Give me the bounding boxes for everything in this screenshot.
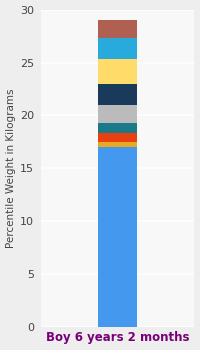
Bar [98,142,137,147]
Bar [98,133,137,142]
Bar [98,38,137,60]
Bar [98,84,137,105]
Bar [98,147,137,327]
Bar [98,60,137,84]
Bar [98,123,137,133]
Bar [98,105,137,123]
Bar [98,20,137,38]
Y-axis label: Percentile Weight in Kilograms: Percentile Weight in Kilograms [6,89,16,248]
